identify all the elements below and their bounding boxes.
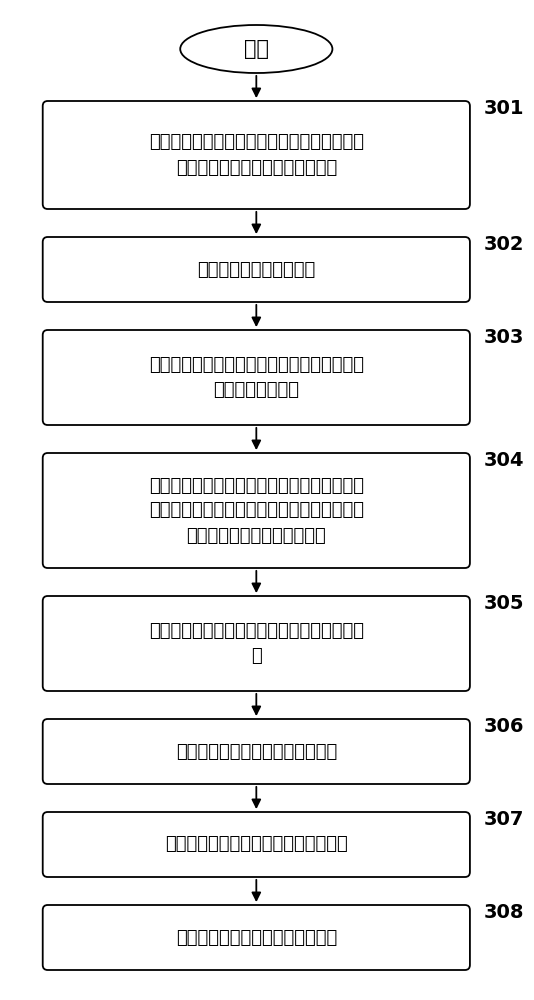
Text: 303: 303 [483, 328, 524, 347]
FancyBboxPatch shape [43, 596, 470, 691]
Text: 根据各选射野的剂量分布，求解多个备选射野
中使调强放疗的计划质量提升最大的一个或多
个参考射野及相应的子野形状: 根据各选射野的剂量分布，求解多个备选射野 中使调强放疗的计划质量提升最大的一个或… [149, 477, 364, 544]
Text: 接受每个子野最小照射跳数和最小子野面积，
和每个射野下最大子野个数的设定: 接受每个子野最小照射跳数和最小子野面积， 和每个射野下最大子野个数的设定 [149, 133, 364, 176]
Text: 计算各备选射野中各子射束对器官体元的单位
照射跳数剂量贡献: 计算各备选射野中各子射束对器官体元的单位 照射跳数剂量贡献 [149, 356, 364, 399]
FancyBboxPatch shape [43, 812, 470, 877]
Text: 302: 302 [483, 235, 524, 254]
Text: 对各参考射野所包含的各子野进行优化: 对各参考射野所包含的各子野进行优化 [165, 836, 348, 854]
FancyBboxPatch shape [43, 905, 470, 970]
FancyBboxPatch shape [43, 330, 470, 425]
FancyBboxPatch shape [43, 719, 470, 784]
Text: 合并各参考射野中相邻角度的子野: 合并各参考射野中相邻角度的子野 [176, 742, 337, 760]
Text: 求解各参考射野相应的子野形状所需的照射跳
数: 求解各参考射野相应的子野形状所需的照射跳 数 [149, 622, 364, 665]
FancyBboxPatch shape [43, 453, 470, 568]
Text: 308: 308 [483, 903, 524, 922]
Ellipse shape [180, 25, 332, 73]
FancyBboxPatch shape [43, 237, 470, 302]
FancyBboxPatch shape [43, 101, 470, 209]
Text: 301: 301 [483, 99, 524, 118]
Text: 306: 306 [483, 717, 524, 736]
Text: 获得多个初始的备选射野: 获得多个初始的备选射野 [197, 260, 316, 278]
Text: 307: 307 [483, 810, 524, 829]
Text: 开始: 开始 [244, 39, 269, 59]
Text: 305: 305 [483, 594, 524, 613]
Text: 304: 304 [483, 451, 524, 470]
Text: 输出满足设定要求的子野优化结果: 输出满足设定要求的子野优化结果 [176, 928, 337, 946]
